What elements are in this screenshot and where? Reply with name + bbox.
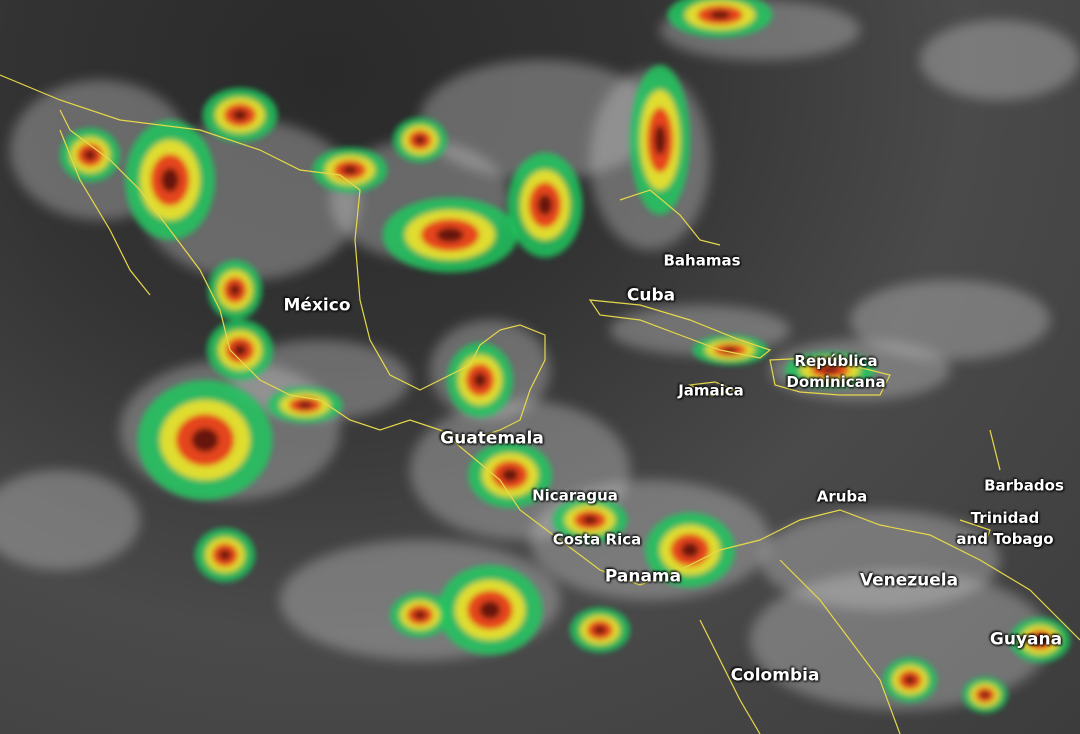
storm-cell-extreme	[342, 165, 358, 175]
storm-cell-extreme	[1034, 635, 1046, 645]
storm-cell-extreme	[681, 542, 699, 558]
storm-cell-extreme	[980, 691, 990, 699]
storm-cell-extreme	[473, 372, 487, 388]
label-nicaragua: Nicaragua	[532, 486, 618, 505]
storm-cell-extreme	[654, 125, 666, 155]
storm-cell-extreme	[479, 601, 501, 619]
storm-cell-extreme	[161, 168, 179, 192]
label-trinidad-line-1: Trinidad	[970, 509, 1040, 527]
storm-cell-extreme	[501, 468, 519, 482]
coastlines	[0, 74, 1080, 734]
cloud	[850, 280, 1050, 360]
label-venezuela: Venezuela	[859, 570, 959, 591]
storm-cell-extreme	[821, 366, 839, 374]
label-trinidad-and-tobago: Trinidad and Tobago	[956, 508, 1053, 550]
storm-cell-extreme	[297, 401, 313, 409]
storm-cell-extreme	[436, 227, 464, 243]
storm-cell-extreme	[414, 135, 426, 145]
cloud	[0, 470, 140, 570]
label-cuba: Cuba	[626, 285, 676, 306]
storm-cell-extreme	[414, 610, 426, 620]
storm-cell-extreme	[191, 428, 219, 452]
label-aruba: Aruba	[816, 487, 868, 506]
label-jamaica: Jamaica	[678, 381, 744, 400]
storm-cell-extreme	[709, 10, 731, 20]
storm-cell-extreme	[232, 109, 248, 121]
storm-cell-extreme	[219, 549, 231, 561]
label-guatemala: Guatemala	[440, 428, 544, 449]
storm-cell-extreme	[582, 515, 598, 525]
label-costa-rica: Costa Rica	[552, 530, 642, 549]
storm-cell-extreme	[233, 344, 247, 356]
label-dominican-line-2: Dominicana	[786, 373, 886, 391]
label-mexico: México	[283, 295, 351, 316]
label-barbados: Barbados	[984, 476, 1064, 495]
storm-cell-extreme	[904, 675, 916, 685]
label-dominican-line-1: República	[794, 352, 878, 370]
cloud	[750, 570, 1050, 710]
label-trinidad-line-2: and Tobago	[956, 530, 1054, 548]
storm-cell-extreme	[537, 194, 553, 216]
label-bahamas: Bahamas	[663, 251, 741, 270]
storm-cell-extreme	[229, 284, 241, 296]
label-colombia: Colombia	[730, 665, 820, 686]
cloud	[920, 20, 1080, 100]
label-dominican-republic: República Dominicana	[786, 351, 885, 393]
storm-cell-extreme	[84, 149, 96, 161]
label-panama: Panama	[604, 566, 682, 587]
label-guyana: Guyana	[989, 629, 1063, 650]
storm-cell-extreme	[594, 625, 606, 635]
